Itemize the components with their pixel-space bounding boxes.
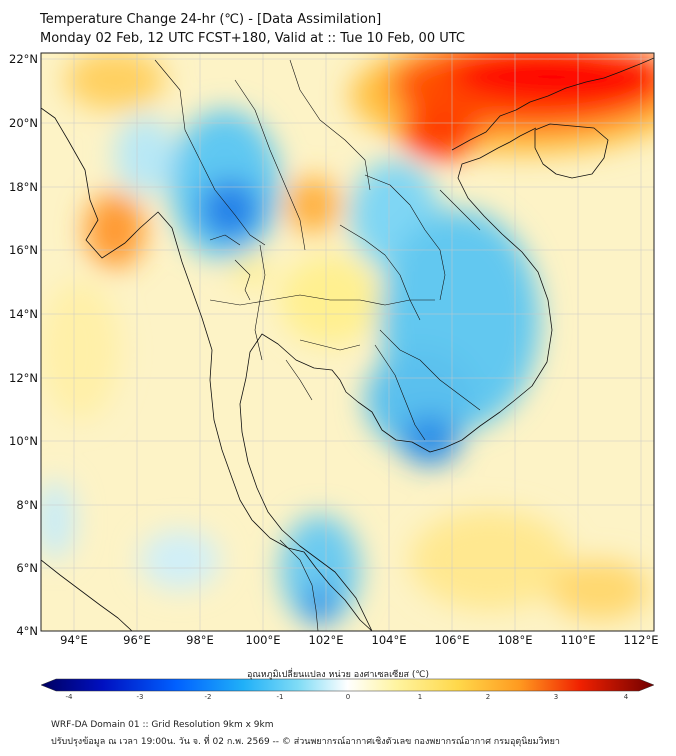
lat-label: 12°N	[9, 371, 38, 385]
lat-label: 6°N	[16, 561, 38, 575]
lon-label: 94°E	[60, 633, 88, 647]
coastline-gulf-of-thailand	[239, 127, 553, 631]
lat-label: 14°N	[9, 307, 38, 321]
coastlines	[41, 57, 654, 631]
coastline-mainland-west	[41, 107, 373, 631]
footer-domain-info: WRF-DA Domain 01 :: Grid Resolution 9km …	[51, 720, 274, 730]
lat-label: 8°N	[16, 498, 38, 512]
lat-label: 16°N	[9, 243, 38, 257]
lon-label: 106°E	[434, 633, 470, 647]
lat-label: 20°N	[9, 116, 38, 130]
colorbar-tick: -4	[65, 693, 73, 701]
lat-label: 22°N	[9, 52, 38, 66]
colorbar-tick: -3	[136, 693, 144, 701]
coastline-china-south	[451, 57, 654, 151]
temperature-field	[41, 53, 654, 631]
colorbar	[40, 678, 655, 692]
lon-label: 110°E	[560, 633, 596, 647]
colorbar-tick: 0	[345, 693, 351, 701]
admin-boundaries	[154, 59, 481, 631]
colorbar-tick: -2	[204, 693, 212, 701]
footer-credit: ปรับปรุงข้อมูล ณ เวลา 19:00น. วัน จ. ที่…	[51, 737, 560, 747]
lat-label: 4°N	[16, 624, 38, 638]
map-frame	[40, 52, 655, 632]
lon-label: 98°E	[186, 633, 214, 647]
colorbar-tick: 2	[485, 693, 491, 701]
lon-label: 112°E	[623, 633, 659, 647]
map-subtitle: Monday 02 Feb, 12 UTC FCST+180, Valid at…	[40, 31, 465, 46]
lon-label: 102°E	[308, 633, 344, 647]
lat-label: 10°N	[9, 434, 38, 448]
map-title: Temperature Change 24-hr (℃) - [Data Ass…	[40, 12, 382, 27]
lon-label: 108°E	[497, 633, 533, 647]
lat-label: 18°N	[9, 180, 38, 194]
colorbar-tick: 1	[417, 693, 423, 701]
coastline-hainan	[534, 123, 609, 179]
lon-label: 96°E	[123, 633, 151, 647]
lon-label: 104°E	[371, 633, 407, 647]
coastline-sumatra	[41, 559, 133, 631]
graticule	[41, 53, 654, 631]
lon-label: 100°E	[245, 633, 281, 647]
colorbar-tick: -1	[276, 693, 284, 701]
colorbar-tick: 3	[553, 693, 559, 701]
colorbar-title: อุณหภูมิเปลี่ยนแปลง หน่วย องศาเซลเซียส (…	[246, 670, 430, 680]
colorbar-tick: 4	[623, 693, 629, 701]
